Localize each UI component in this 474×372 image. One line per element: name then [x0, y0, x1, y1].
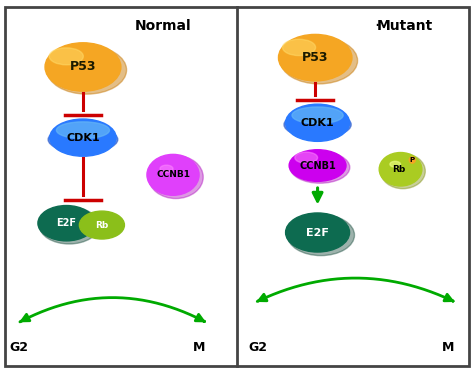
Ellipse shape — [38, 205, 95, 241]
Ellipse shape — [285, 104, 350, 141]
Ellipse shape — [50, 119, 116, 156]
Ellipse shape — [285, 213, 350, 252]
Ellipse shape — [39, 207, 99, 244]
Ellipse shape — [284, 112, 351, 138]
Text: P53: P53 — [70, 61, 96, 73]
Text: M: M — [442, 341, 454, 354]
Circle shape — [147, 154, 199, 195]
Ellipse shape — [45, 43, 121, 91]
Ellipse shape — [79, 211, 124, 239]
Text: CCNB1: CCNB1 — [299, 161, 336, 170]
Text: Rb: Rb — [95, 221, 109, 230]
Text: Mutant: Mutant — [377, 19, 433, 33]
Ellipse shape — [295, 152, 318, 163]
Ellipse shape — [283, 39, 316, 55]
Text: Rb: Rb — [392, 165, 405, 174]
Text: G2: G2 — [9, 341, 28, 354]
Ellipse shape — [160, 165, 173, 172]
Text: Normal: Normal — [135, 19, 192, 33]
Ellipse shape — [49, 48, 83, 65]
Ellipse shape — [290, 151, 350, 183]
Ellipse shape — [56, 122, 109, 138]
Text: E2F: E2F — [56, 218, 76, 228]
Ellipse shape — [287, 215, 355, 256]
Ellipse shape — [281, 38, 357, 84]
Text: P53: P53 — [302, 51, 328, 64]
Ellipse shape — [279, 35, 352, 81]
Text: G2: G2 — [249, 341, 268, 354]
Text: CDK1: CDK1 — [301, 118, 334, 128]
Ellipse shape — [289, 150, 346, 182]
Ellipse shape — [47, 46, 127, 94]
Circle shape — [148, 155, 203, 199]
Ellipse shape — [292, 107, 343, 124]
Ellipse shape — [48, 126, 118, 153]
Text: CDK1: CDK1 — [66, 133, 100, 142]
Text: CCNB1: CCNB1 — [156, 170, 190, 179]
Ellipse shape — [390, 161, 401, 167]
Text: E2F: E2F — [306, 228, 329, 237]
Text: ·: · — [374, 17, 380, 35]
Circle shape — [381, 154, 425, 189]
Text: M: M — [193, 341, 205, 354]
Circle shape — [379, 153, 422, 186]
FancyBboxPatch shape — [5, 7, 469, 366]
Text: P: P — [410, 157, 415, 163]
